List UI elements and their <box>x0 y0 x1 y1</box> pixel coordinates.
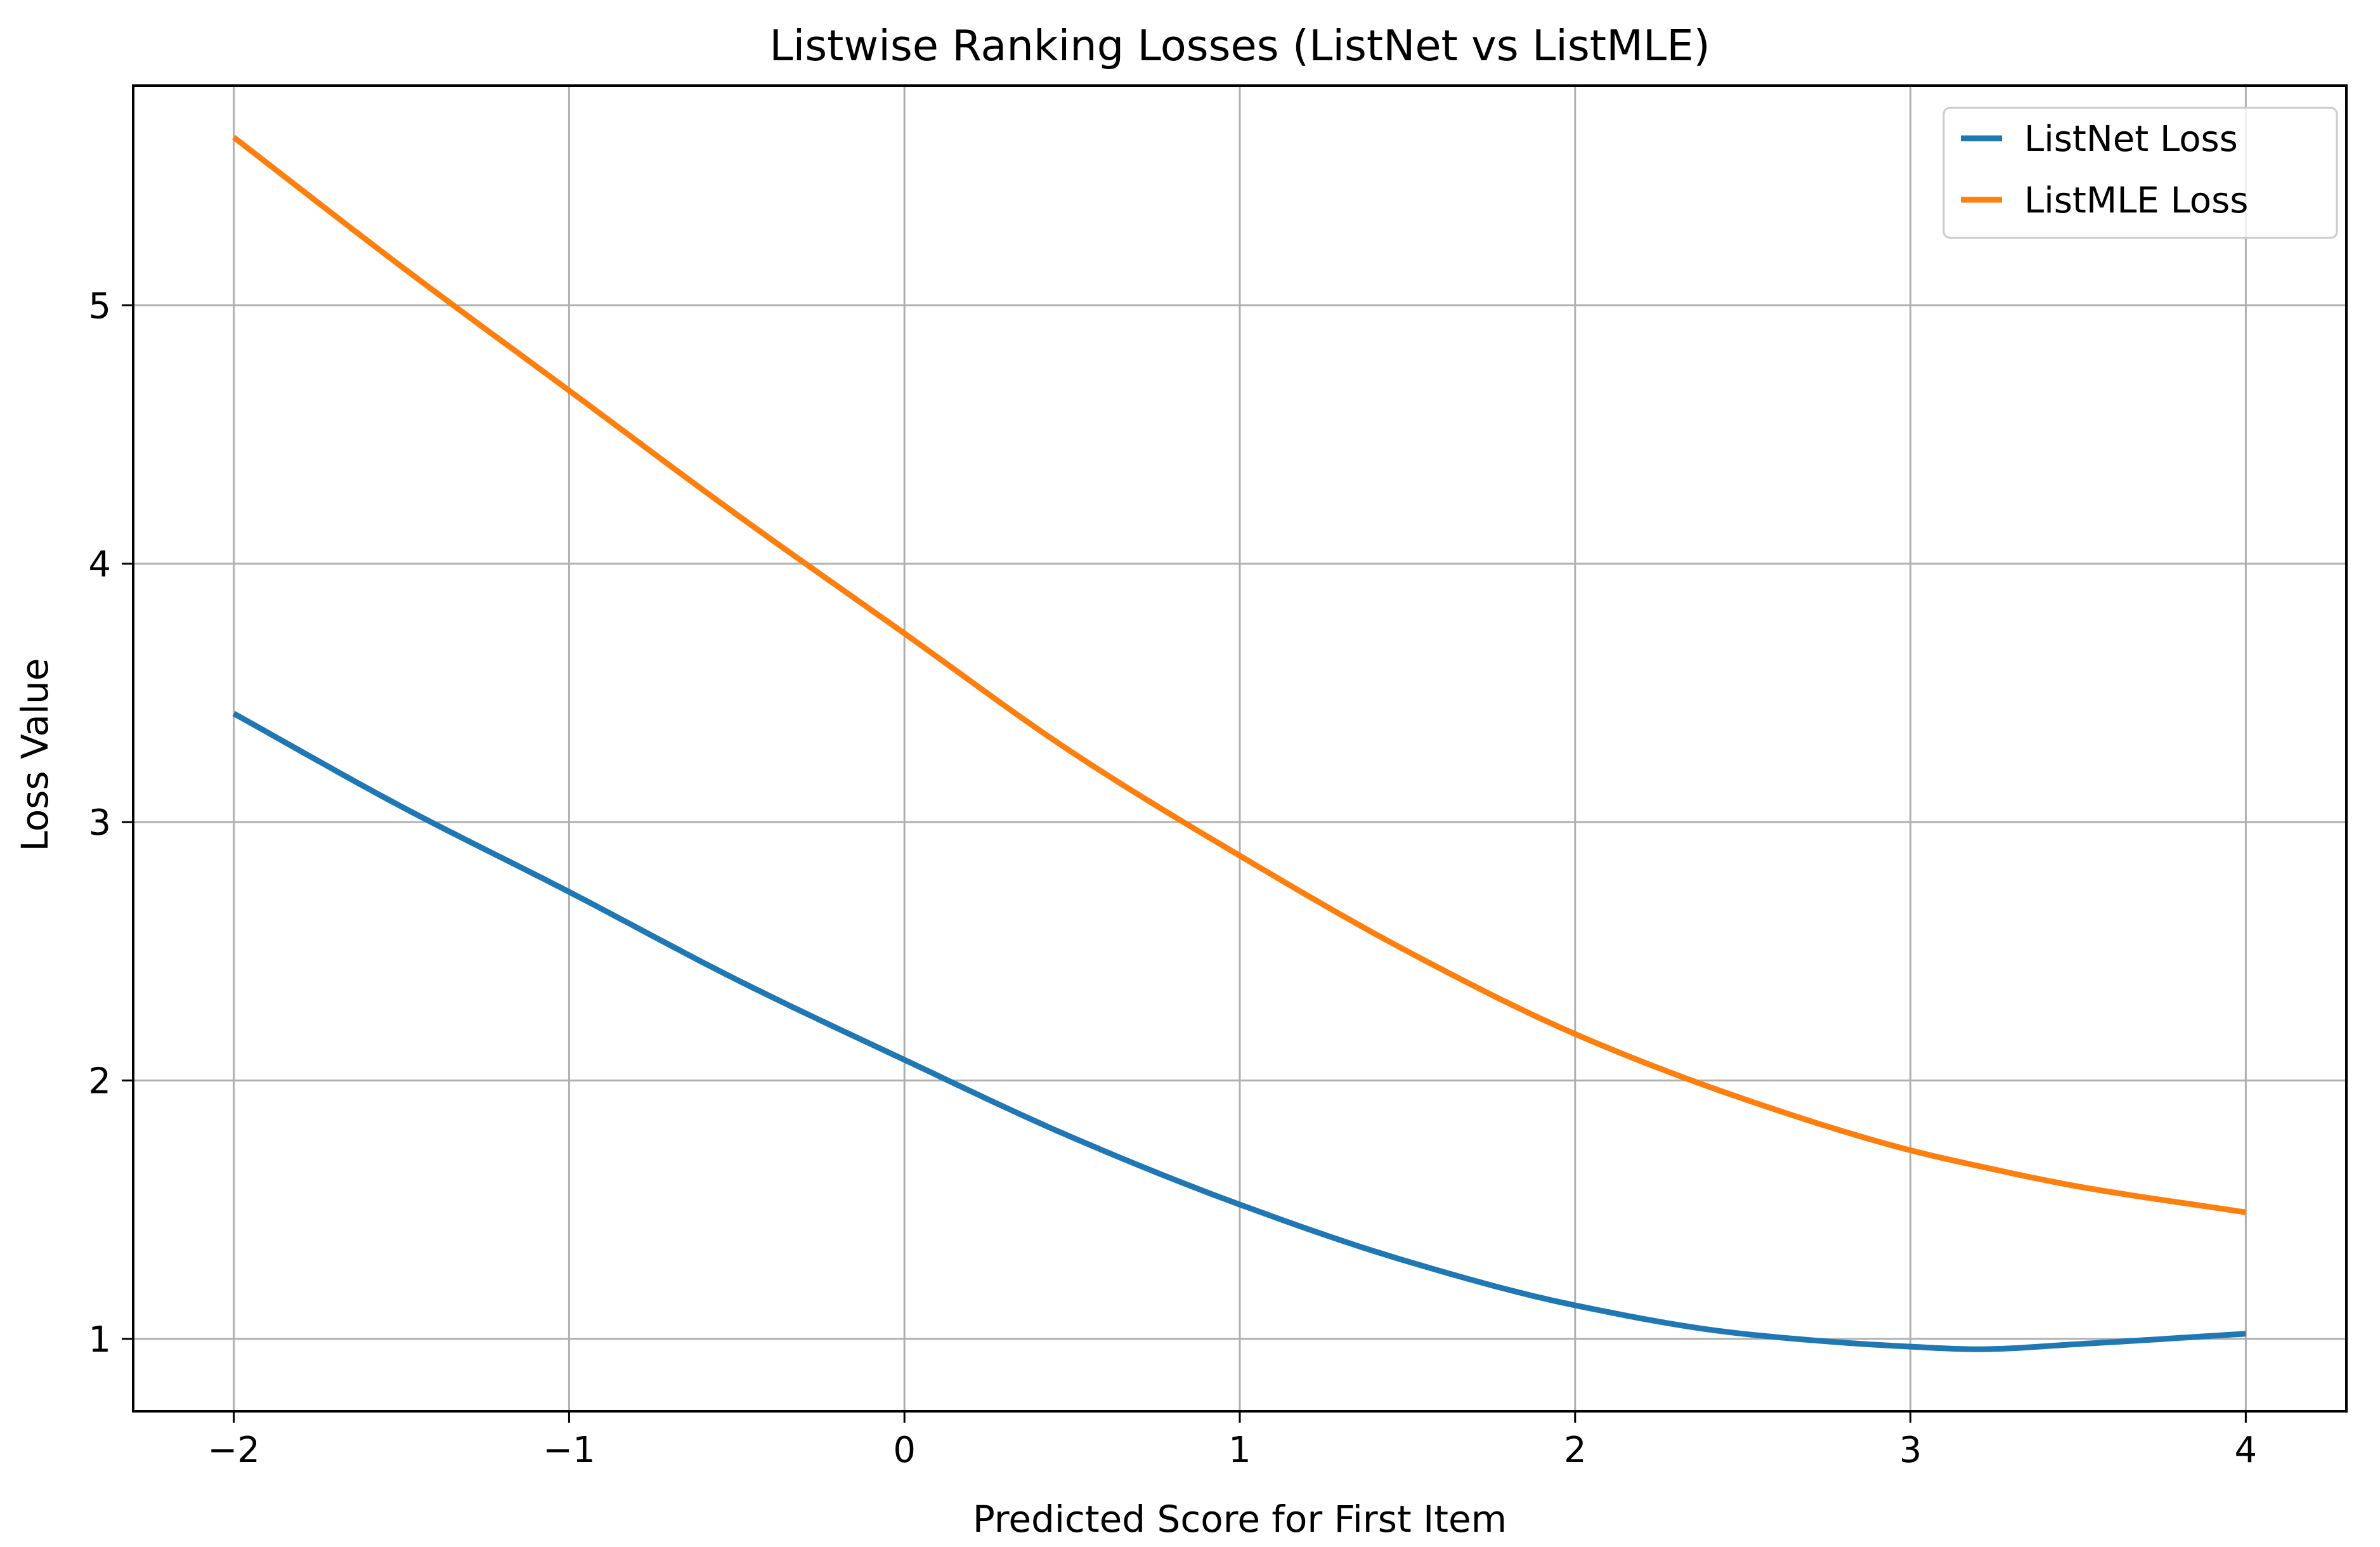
listnet-loss-line <box>232 711 2246 1352</box>
listmle-loss-line <box>231 134 2247 1215</box>
y-tick-label: 4 <box>88 544 111 585</box>
legend-box <box>1942 107 2338 239</box>
legend-label-listnet-loss: ListNet Loss <box>2024 119 2238 160</box>
x-tick-label: 1 <box>1228 1430 1251 1471</box>
x-tick-label: 0 <box>893 1430 916 1471</box>
x-tick-label: 4 <box>2235 1430 2258 1471</box>
legend: ListNet Loss ListMLE Loss <box>1942 107 2338 239</box>
y-tick-label: 1 <box>88 1319 111 1361</box>
x-tick-label: 2 <box>1564 1430 1587 1471</box>
grid <box>133 86 2346 1411</box>
series-lines <box>231 134 2247 1352</box>
x-tick-label: 3 <box>1899 1430 1922 1471</box>
x-tick-label: −2 <box>207 1430 260 1471</box>
x-axis-ticks: −2 −1 0 1 2 3 4 <box>207 1411 2257 1471</box>
y-axis-label: Loss Value <box>13 658 56 852</box>
x-tick-label: −1 <box>543 1430 595 1471</box>
y-axis-ticks: 1 2 3 4 5 <box>88 285 133 1361</box>
legend-label-listmle-loss: ListMLE Loss <box>2024 180 2248 221</box>
chart-title: Listwise Ranking Losses (ListNet vs List… <box>769 21 1710 70</box>
y-tick-label: 5 <box>88 285 111 327</box>
x-axis-label: Predicted Score for First Item <box>973 1498 1507 1541</box>
y-tick-label: 2 <box>88 1061 111 1102</box>
y-tick-label: 3 <box>88 802 111 844</box>
